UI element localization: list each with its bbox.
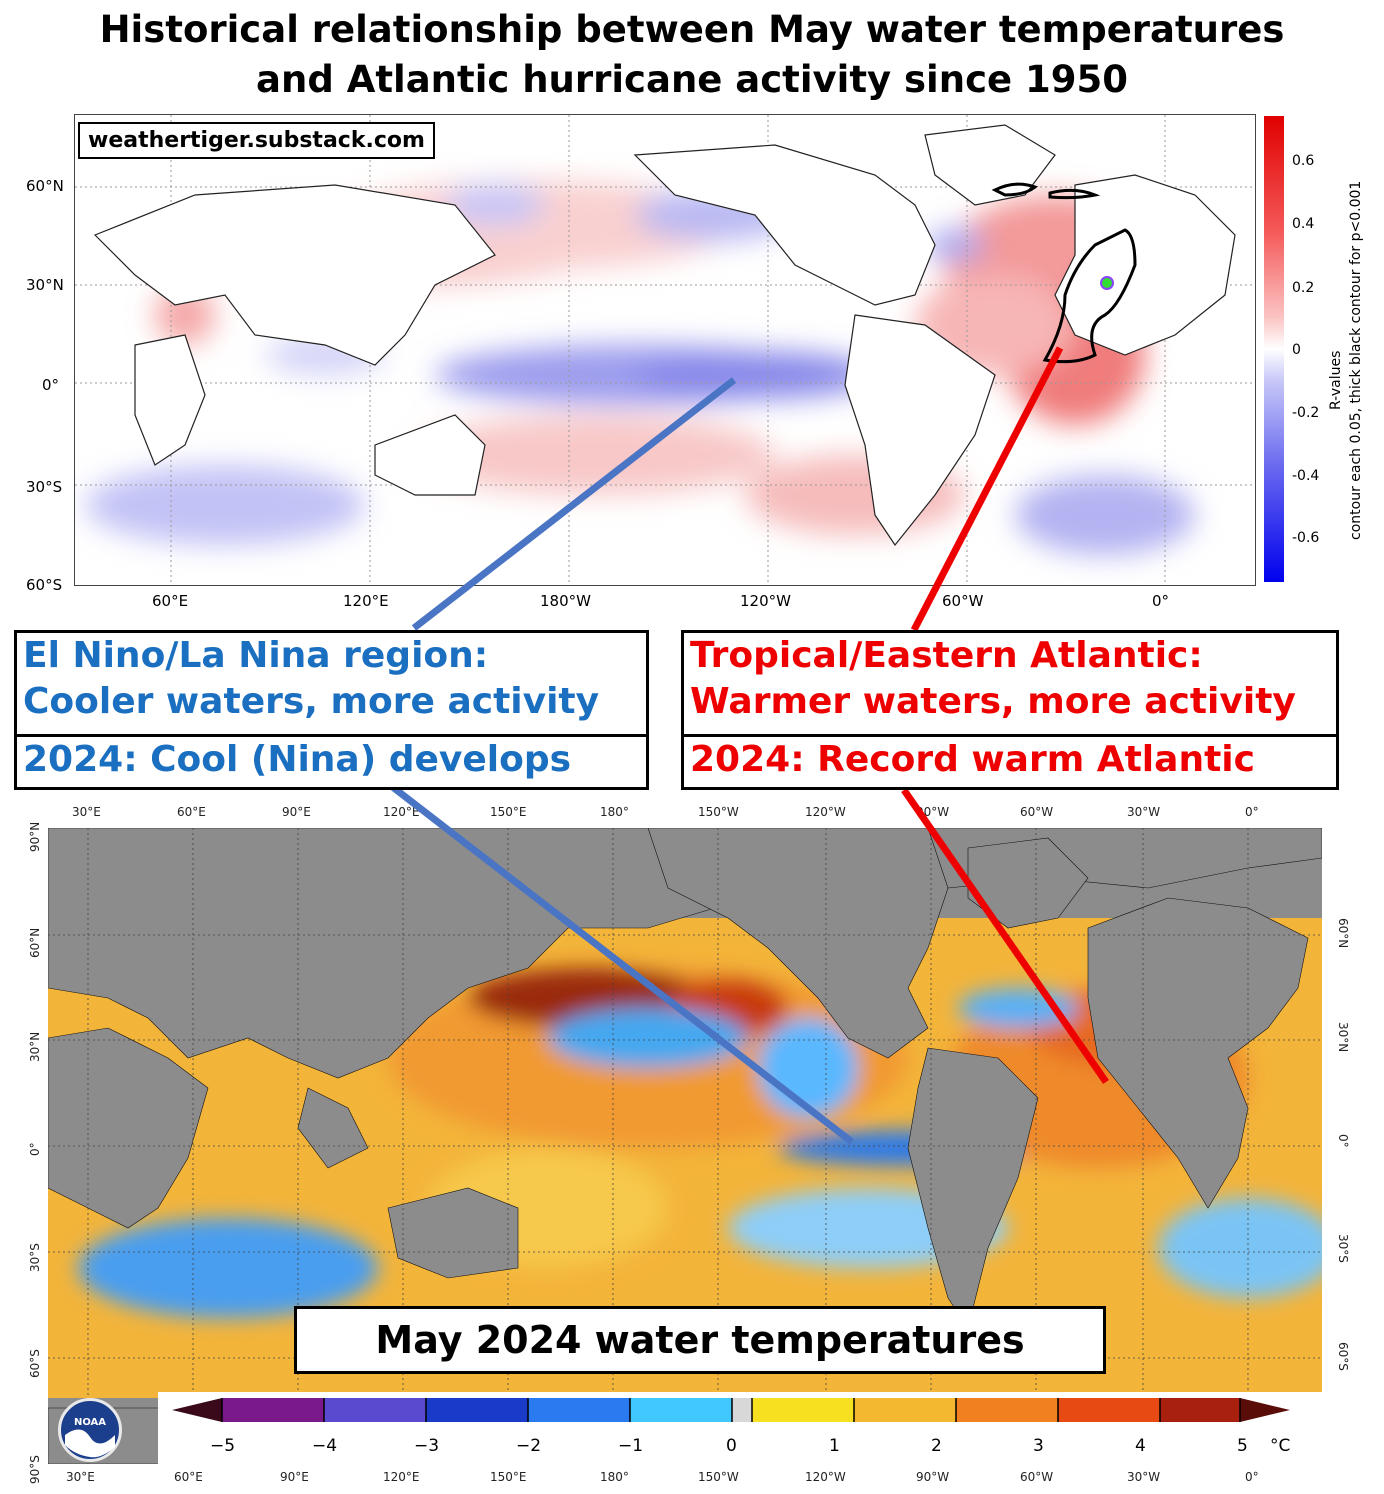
top-lon-label: 30°W bbox=[1127, 805, 1161, 819]
callout-atlantic-2024: 2024: Record warm Atlantic bbox=[681, 734, 1339, 790]
colorbar-tick: -0.2 bbox=[1292, 405, 1320, 421]
top-lon-label: 30°E bbox=[72, 805, 101, 819]
connector-line-nino-top bbox=[411, 377, 737, 631]
sst-colorbar-tick: −5 bbox=[210, 1436, 236, 1456]
callout-enso-region: El Nino/La Nina region: Cooler waters, m… bbox=[14, 630, 649, 740]
callout-atlantic-region: Tropical/Eastern Atlantic: Warmer waters… bbox=[681, 630, 1339, 740]
bottom-lon-label: 120°W bbox=[805, 1470, 846, 1484]
connector-line-atlantic-top bbox=[910, 346, 1064, 632]
noaa-logo-icon: NOAA bbox=[58, 1398, 122, 1462]
top-lon-label: 150°E bbox=[490, 805, 527, 819]
colorbar-tick: 0.4 bbox=[1292, 216, 1315, 232]
colorbar-tick: 0.2 bbox=[1292, 280, 1315, 296]
bottom-lon-label: 30°E bbox=[66, 1470, 95, 1484]
bottom-lon-label: 180° bbox=[600, 1470, 629, 1484]
lat-label-60s: 60°S bbox=[26, 576, 63, 594]
bottom-lon-label: 30°W bbox=[1127, 1470, 1161, 1484]
noaa-logo-graphic: NOAA bbox=[65, 1417, 115, 1458]
top-lon-label: 60°E bbox=[177, 805, 206, 819]
correlation-map-field bbox=[75, 115, 1255, 585]
bottom-lon-label: 150°W bbox=[698, 1470, 739, 1484]
sst-colorbar-tick: 3 bbox=[1033, 1436, 1044, 1456]
lon-label-180w: 180°W bbox=[540, 592, 591, 610]
chart-title-line1: Historical relationship between May wate… bbox=[99, 8, 1285, 51]
bottom-lon-label: 90°E bbox=[280, 1470, 309, 1484]
callout-atlantic-line1: Tropical/Eastern Atlantic: bbox=[690, 635, 1203, 676]
callout-atlantic-line2: Warmer waters, more activity bbox=[690, 681, 1296, 722]
sst-colorbar-tick: −2 bbox=[516, 1436, 542, 1456]
connector-line-nino-bottom bbox=[387, 782, 855, 1145]
lat-label-60n: 60°N bbox=[26, 177, 64, 195]
lat-label-30n: 30°N bbox=[26, 276, 64, 294]
lon-label-120e: 120°E bbox=[343, 592, 389, 610]
top-lon-label: 150°W bbox=[698, 805, 739, 819]
sst-colorbar-tick: 0 bbox=[726, 1436, 737, 1456]
sst-colorbar-unit: °C bbox=[1270, 1436, 1291, 1456]
top-lon-label: 120°E bbox=[383, 805, 420, 819]
top-lon-label: 90°E bbox=[282, 805, 311, 819]
sst-anomaly-map bbox=[48, 828, 1322, 1464]
callout-enso-line1: El Nino/La Nina region: bbox=[23, 635, 489, 676]
sst-colorbar-tick: 2 bbox=[931, 1436, 942, 1456]
sst-colorbar bbox=[172, 1398, 1290, 1422]
top-lon-label: 120°W bbox=[805, 805, 846, 819]
sst-colorbar-panel bbox=[158, 1392, 1322, 1464]
noaa-logo-text: NOAA bbox=[74, 1417, 106, 1428]
colorbar-tick: -0.6 bbox=[1292, 530, 1320, 546]
lon-label-0: 0° bbox=[1152, 592, 1170, 610]
colorbar-tick: 0.6 bbox=[1292, 153, 1315, 169]
sst-anomaly-field bbox=[48, 828, 1322, 1464]
lat-label-30s: 30°S bbox=[26, 478, 63, 496]
sst-map-caption: May 2024 water temperatures bbox=[294, 1306, 1106, 1374]
colorbar-tick: 0 bbox=[1292, 342, 1301, 358]
lat-label-0: 0° bbox=[42, 376, 60, 394]
sst-colorbar-tick: −3 bbox=[414, 1436, 440, 1456]
lon-label-60w: 60°W bbox=[942, 592, 984, 610]
connector-line-atlantic-bottom bbox=[901, 788, 1109, 1084]
bottom-lon-label: 60°W bbox=[1020, 1470, 1054, 1484]
top-lon-label: 0° bbox=[1245, 805, 1259, 819]
callout-enso-line2: Cooler waters, more activity bbox=[23, 681, 600, 722]
watermark: weathertiger.substack.com bbox=[78, 122, 435, 159]
bottom-lon-label: 90°W bbox=[916, 1470, 950, 1484]
chart-title-line2: and Atlantic hurricane activity since 19… bbox=[256, 58, 1128, 101]
top-lon-label: 180° bbox=[600, 805, 629, 819]
bottom-lon-label: 150°E bbox=[490, 1470, 527, 1484]
top-lon-label: 60°W bbox=[1020, 805, 1054, 819]
bottom-lon-label: 120°E bbox=[383, 1470, 420, 1484]
r-value-colorbar bbox=[1264, 116, 1284, 582]
lon-label-60e: 60°E bbox=[152, 592, 189, 610]
colorbar-tick: -0.4 bbox=[1292, 468, 1320, 484]
bottom-lon-label: 60°E bbox=[174, 1470, 203, 1484]
callout-enso-2024: 2024: Cool (Nina) develops bbox=[14, 734, 649, 790]
sst-colorbar-tick: 1 bbox=[829, 1436, 840, 1456]
lon-label-120w: 120°W bbox=[740, 592, 791, 610]
sst-colorbar-tick: 5 bbox=[1237, 1436, 1248, 1456]
sst-colorbar-tick: −1 bbox=[618, 1436, 644, 1456]
bottom-lon-label: 0° bbox=[1245, 1470, 1259, 1484]
sst-colorbar-tick: 4 bbox=[1135, 1436, 1146, 1456]
sst-colorbar-tick: −4 bbox=[312, 1436, 338, 1456]
